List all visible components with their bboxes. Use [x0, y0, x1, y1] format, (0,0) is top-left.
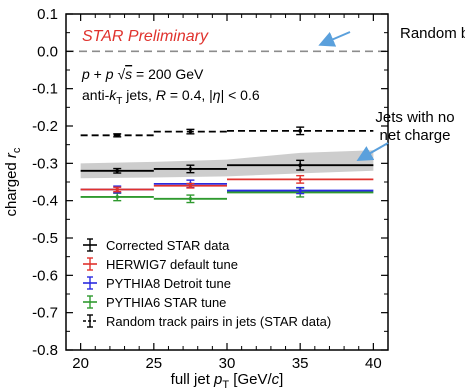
series-1: [80, 174, 374, 193]
data-point: [188, 129, 193, 134]
y-tick-label: -0.4: [32, 193, 58, 210]
data-point: [298, 177, 302, 182]
y-tick-label: -0.5: [32, 230, 58, 247]
y-axis-label: charged rc: [3, 147, 23, 216]
data-point: [115, 195, 120, 199]
x-tick-label: 30: [219, 355, 236, 372]
legend-label: HERWIG7 default tune: [106, 257, 238, 272]
y-tick-label: -0.6: [32, 267, 58, 284]
legend-entry-2: PYTHIA8 Detroit tune: [83, 276, 231, 291]
legend-label: Corrected STAR data: [106, 238, 230, 253]
y-tick-label: 0.0: [37, 43, 58, 60]
series-0: [80, 159, 374, 174]
series-4: [80, 126, 374, 138]
data-point: [298, 188, 302, 193]
systematic-uncertainty-band: [80, 150, 374, 179]
x-tick-label: 20: [72, 355, 89, 372]
legend-entry-1: HERWIG7 default tune: [83, 257, 238, 272]
y-tick-label: -0.1: [32, 81, 58, 98]
x-tick-label: 35: [292, 355, 309, 372]
callout-random-bath-arrow: [318, 31, 351, 47]
callout-no-net-charge: Jets with no net charge: [375, 109, 454, 144]
legend-label: PYTHIA6 STAR tune: [106, 295, 226, 310]
legend-label: PYTHIA8 Detroit tune: [106, 276, 231, 291]
x-axis-label: full jet pT [GeV/c]: [171, 371, 284, 390]
collision-system-label: p + p √s = 200 GeV: [81, 66, 204, 82]
data-point: [298, 129, 302, 133]
data-point: [115, 187, 120, 192]
legend-entry-3: PYTHIA6 STAR tune: [83, 295, 226, 310]
legend-entry-4: Random track pairs in jets (STAR data): [83, 314, 331, 329]
legend: Corrected STAR data HERWIG7 default tune P…: [83, 238, 331, 329]
axis-layer: 20 25 30 35 40 0.1 0.0 -0.1 -0.2 -0.3 -0.4 -0.5 -0.6…: [32, 6, 388, 372]
y-tick-label: -0.7: [32, 305, 58, 322]
legend-entry-0: Corrected STAR data: [83, 238, 230, 253]
data-point: [298, 163, 302, 167]
data-point: [115, 169, 120, 173]
star-preliminary-label: STAR Preliminary: [82, 28, 209, 45]
data-point: [115, 133, 120, 138]
data-point: [188, 167, 193, 171]
legend-label: Random track pairs in jets (STAR data): [106, 314, 331, 329]
data-point: [188, 197, 193, 201]
data-point: [188, 183, 193, 188]
systematic-band-layer: [80, 150, 374, 179]
y-tick-label: -0.3: [32, 155, 58, 172]
series-layer: [80, 126, 374, 204]
y-tick-label: -0.8: [32, 342, 58, 359]
y-tick-label: 0.1: [37, 6, 58, 23]
callout-random-bath: Random bath: [400, 25, 465, 42]
callout-no-net-charge-arrow: [356, 142, 389, 161]
x-tick-label: 25: [145, 355, 162, 372]
y-tick-label: -0.2: [32, 118, 58, 135]
x-tick-label: 40: [365, 355, 382, 372]
jet-algorithm-label: anti-kT jets, R = 0.4, |η| < 0.6: [82, 87, 260, 107]
